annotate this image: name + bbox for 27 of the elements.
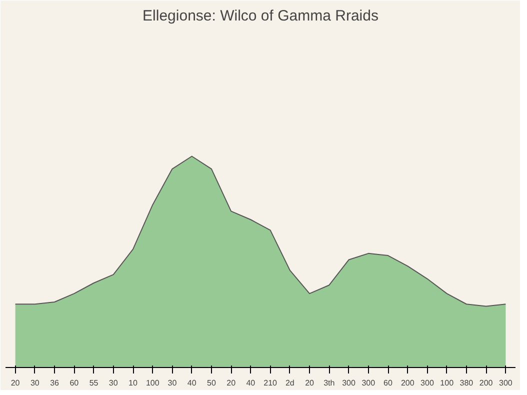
x-tick-label: 30 (30, 378, 40, 388)
x-tick-label: 20 (305, 378, 315, 388)
x-tick-label: 30 (108, 378, 118, 388)
x-tick-label: 3th (324, 378, 335, 388)
x-tick-label: 20 (10, 378, 20, 388)
x-tick-label: 300 (362, 378, 376, 388)
x-tick-label: 30 (168, 378, 178, 388)
x-tick-label: 40 (187, 378, 197, 388)
x-tick-label: 40 (246, 378, 256, 388)
x-tick-label: 50 (207, 378, 216, 388)
x-tick-label: 2d (285, 378, 294, 388)
x-tick-label: 10 (128, 378, 138, 388)
x-tick-label: 200 (400, 378, 415, 388)
x-tick-label: 100 (146, 378, 160, 388)
x-tick-label: 300 (342, 378, 356, 388)
x-tick-label: 380 (460, 378, 474, 388)
x-tick-label: 200 (479, 378, 494, 388)
x-tick-label: 36 (50, 378, 60, 388)
x-tick-label: 60 (70, 378, 80, 388)
x-tick-label: 210 (264, 378, 278, 388)
x-tick-label: 100 (440, 378, 454, 388)
chart-title: Ellegionse: Wilco of Gamma Rraids (142, 8, 378, 24)
x-tick-label: 300 (499, 378, 513, 388)
x-tick-label: 60 (384, 378, 393, 388)
x-tick-label: 20 (226, 378, 236, 388)
x-tick-label: 300 (420, 378, 434, 388)
x-tick-label: 55 (89, 378, 99, 388)
